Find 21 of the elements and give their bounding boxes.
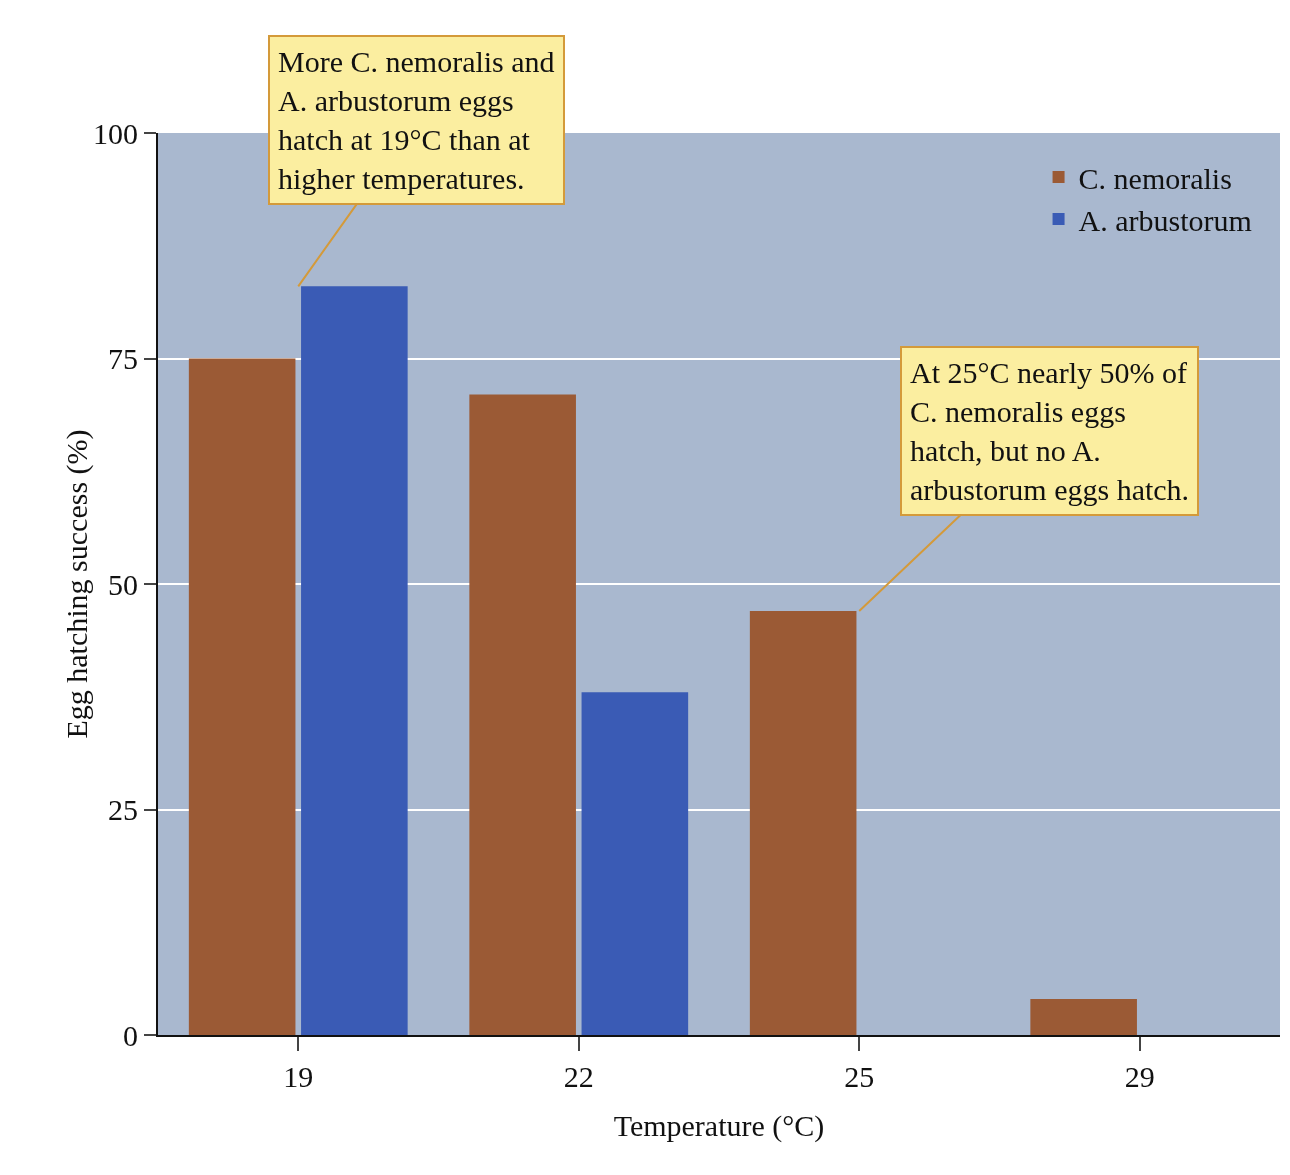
y-tick-label: 0 <box>123 1018 138 1052</box>
x-tick-label: 22 <box>563 1060 594 1093</box>
bar <box>188 358 296 1035</box>
bar <box>1030 998 1137 1035</box>
x-tick-label: 19 <box>283 1060 314 1093</box>
legend-label: C. nemoralis <box>1078 161 1232 195</box>
annotation: More C. nemoralis and A. arbustorum eggs hatch at 19°C than at higher temperatures. <box>278 45 555 195</box>
y-axis-title: Egg hatching success (%) <box>60 429 94 739</box>
bar <box>301 286 408 1035</box>
y-tick-label: 100 <box>93 116 138 150</box>
annotation: At 25°C nearly 50% of C. nemoralis eggs hatch, but no A. arbustorum eggs hatch. <box>910 356 1190 506</box>
bar <box>469 394 576 1035</box>
x-axis-title: Temperature (°C) <box>613 1109 825 1143</box>
x-tick-label: 29 <box>1124 1060 1155 1093</box>
y-tick-label: 25 <box>108 793 138 826</box>
x-tick-label: 25 <box>844 1060 875 1093</box>
bar <box>581 692 689 1035</box>
y-tick-label: 50 <box>108 567 138 601</box>
y-tick-label: 75 <box>108 342 138 375</box>
legend-label: A. arbustorum <box>1078 203 1252 237</box>
bar <box>749 611 857 1035</box>
